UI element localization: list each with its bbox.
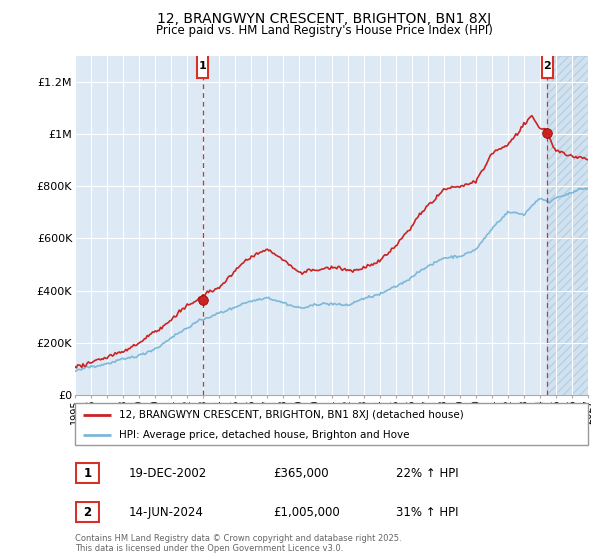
Bar <box>547 56 588 395</box>
Text: Price paid vs. HM Land Registry's House Price Index (HPI): Price paid vs. HM Land Registry's House … <box>155 24 493 36</box>
Text: 22% ↑ HPI: 22% ↑ HPI <box>396 466 458 480</box>
FancyBboxPatch shape <box>542 54 553 78</box>
FancyBboxPatch shape <box>197 54 208 78</box>
Text: 19-DEC-2002: 19-DEC-2002 <box>129 466 207 480</box>
Text: £365,000: £365,000 <box>273 466 329 480</box>
Text: 12, BRANGWYN CRESCENT, BRIGHTON, BN1 8XJ: 12, BRANGWYN CRESCENT, BRIGHTON, BN1 8XJ <box>157 12 491 26</box>
Text: 2: 2 <box>83 506 92 519</box>
Text: HPI: Average price, detached house, Brighton and Hove: HPI: Average price, detached house, Brig… <box>119 430 409 440</box>
FancyBboxPatch shape <box>76 502 99 522</box>
Text: 1: 1 <box>199 61 206 71</box>
Text: £1,005,000: £1,005,000 <box>273 506 340 519</box>
Text: Contains HM Land Registry data © Crown copyright and database right 2025.
This d: Contains HM Land Registry data © Crown c… <box>75 534 401 553</box>
Text: 2: 2 <box>544 61 551 71</box>
Text: 14-JUN-2024: 14-JUN-2024 <box>129 506 204 519</box>
Text: 12, BRANGWYN CRESCENT, BRIGHTON, BN1 8XJ (detached house): 12, BRANGWYN CRESCENT, BRIGHTON, BN1 8XJ… <box>119 410 463 420</box>
Text: 1: 1 <box>83 466 92 480</box>
Text: 31% ↑ HPI: 31% ↑ HPI <box>396 506 458 519</box>
Bar <box>547 56 588 395</box>
FancyBboxPatch shape <box>76 463 99 483</box>
